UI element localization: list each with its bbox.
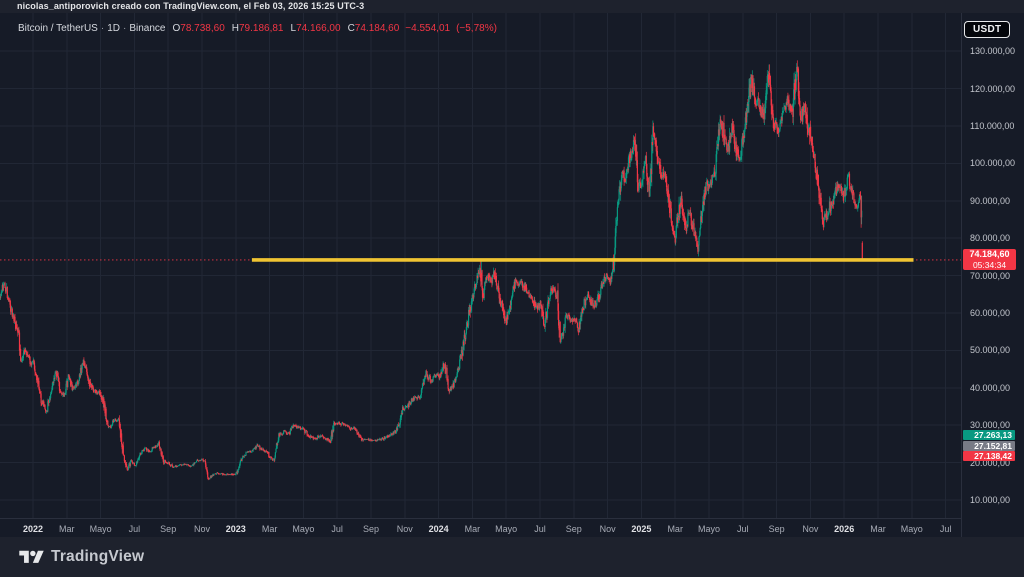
price-tick-label: 130.000,00 bbox=[970, 46, 1016, 57]
time-month-label: Mayo bbox=[697, 524, 721, 534]
time-year-label: 2023 bbox=[225, 524, 246, 534]
grid-lines bbox=[0, 13, 961, 518]
time-month-label: Mar bbox=[464, 524, 481, 534]
price-tick-label: 60.000,00 bbox=[970, 308, 1011, 318]
price-tick-label: 40.000,00 bbox=[970, 382, 1011, 393]
attribution-text: nicolas_antiporovich creado con TradingV… bbox=[17, 1, 365, 11]
ohlc-value: 74.184,60 bbox=[354, 23, 400, 34]
time-month-label: Nov bbox=[193, 524, 211, 534]
brand-name: TradingView bbox=[51, 548, 145, 565]
time-month-label: Mayo bbox=[900, 524, 923, 534]
symbol-title: Bitcoin / TetherUS bbox=[18, 23, 98, 34]
legend-separator: · bbox=[100, 23, 105, 34]
time-month-label: Sep bbox=[565, 524, 582, 534]
footer-bar: TradingView bbox=[0, 537, 1024, 577]
price-tick-label: 30.000,00 bbox=[970, 420, 1011, 431]
symbol-legend[interactable]: Bitcoin / TetherUS · 1D · Binance O78.738,60 H… bbox=[18, 23, 497, 35]
time-month-label: Jul bbox=[737, 524, 749, 534]
price-tick-label: 10.000,00 bbox=[970, 495, 1011, 505]
price-tick-label: 100.000,00 bbox=[970, 158, 1016, 169]
legend-separator: · bbox=[123, 23, 127, 34]
candle-bodies-down bbox=[0, 67, 863, 480]
time-month-label: Jul bbox=[331, 524, 343, 534]
ohlc-key: L bbox=[290, 23, 297, 34]
time-month-label: Jul bbox=[939, 524, 952, 534]
bar-countdown: 05:34:34 bbox=[972, 260, 1007, 271]
attribution-bar: nicolas_antiporovich creado con TradingV… bbox=[0, 0, 1024, 13]
indicator-value-label: 27.263,13 bbox=[963, 430, 1015, 440]
time-month-label: Nov bbox=[396, 524, 413, 534]
ohlc-value: 74.166,00 bbox=[296, 23, 341, 34]
time-month-label: Mayo bbox=[292, 524, 315, 534]
exchange-label: Binance bbox=[129, 23, 166, 34]
time-scale[interactable]: 2022 Mar Mayo Jul Sep Nov 2023 Mar Mayo Jul Sep Nov… bbox=[0, 518, 961, 537]
price-scale[interactable]: 130.000,00 120.000,00 110.000,00 100.000,00… bbox=[961, 13, 1024, 537]
ohlc-value: 79.186,81 bbox=[239, 23, 284, 34]
tradingview-logo-link[interactable]: TradingView bbox=[19, 537, 144, 577]
change-percent: (−5,78%) bbox=[456, 23, 497, 34]
last-price-label: 74.184,60 05:34:34 bbox=[963, 249, 1016, 271]
ohlc-values: O78.738,60 H79.186,81 L74.166,00 C74.184,60 bbox=[165, 23, 399, 34]
time-month-label: Mar bbox=[59, 524, 75, 534]
price-tick-label: 20.000,00 bbox=[970, 457, 1011, 468]
time-month-label: Nov bbox=[599, 524, 616, 534]
last-price-value: 74.184,60 bbox=[969, 249, 1010, 260]
ohlc-key: O bbox=[172, 23, 181, 34]
ohlc-key: H bbox=[231, 23, 239, 34]
time-month-label: Mar bbox=[870, 524, 886, 534]
time-month-label: Nov bbox=[802, 524, 819, 534]
price-tick-label: 50.000,00 bbox=[970, 345, 1011, 356]
time-month-label: Sep bbox=[768, 524, 785, 534]
price-tick-label: 80.000,00 bbox=[970, 233, 1011, 244]
time-month-label: Mar bbox=[667, 524, 683, 534]
time-year-label: 2022 bbox=[22, 524, 44, 534]
tradingview-logo-icon bbox=[19, 550, 44, 563]
indicator-value-label: 27.138,42 bbox=[963, 451, 1015, 461]
chart-background bbox=[0, 13, 1024, 537]
time-month-label: Jul bbox=[128, 524, 141, 534]
ohlc-value: 78.738,60 bbox=[180, 23, 225, 34]
change-value: −4.554,01 bbox=[405, 23, 451, 34]
time-month-label: Mar bbox=[261, 524, 278, 534]
price-tick-label: 120.000,00 bbox=[970, 83, 1016, 94]
price-tick-label: 70.000,00 bbox=[970, 270, 1011, 281]
ohlc-key: C bbox=[347, 23, 355, 34]
time-year-label: 2025 bbox=[631, 524, 652, 534]
time-year-label: 2024 bbox=[428, 524, 449, 534]
quote-currency-badge[interactable]: USDT bbox=[964, 21, 1011, 38]
time-year-label: 2026 bbox=[834, 524, 855, 534]
interval-label: 1D bbox=[107, 23, 120, 34]
time-month-label: Mayo bbox=[89, 524, 112, 534]
time-month-label: Mayo bbox=[495, 524, 518, 534]
indicator-value-label: 27.152,81 bbox=[963, 440, 1015, 451]
price-tick-label: 90.000,00 bbox=[970, 195, 1011, 206]
time-month-label: Sep bbox=[362, 524, 380, 534]
time-month-label: Jul bbox=[534, 524, 546, 534]
time-month-label: Sep bbox=[160, 524, 177, 534]
price-tick-label: 110.000,00 bbox=[970, 121, 1015, 131]
